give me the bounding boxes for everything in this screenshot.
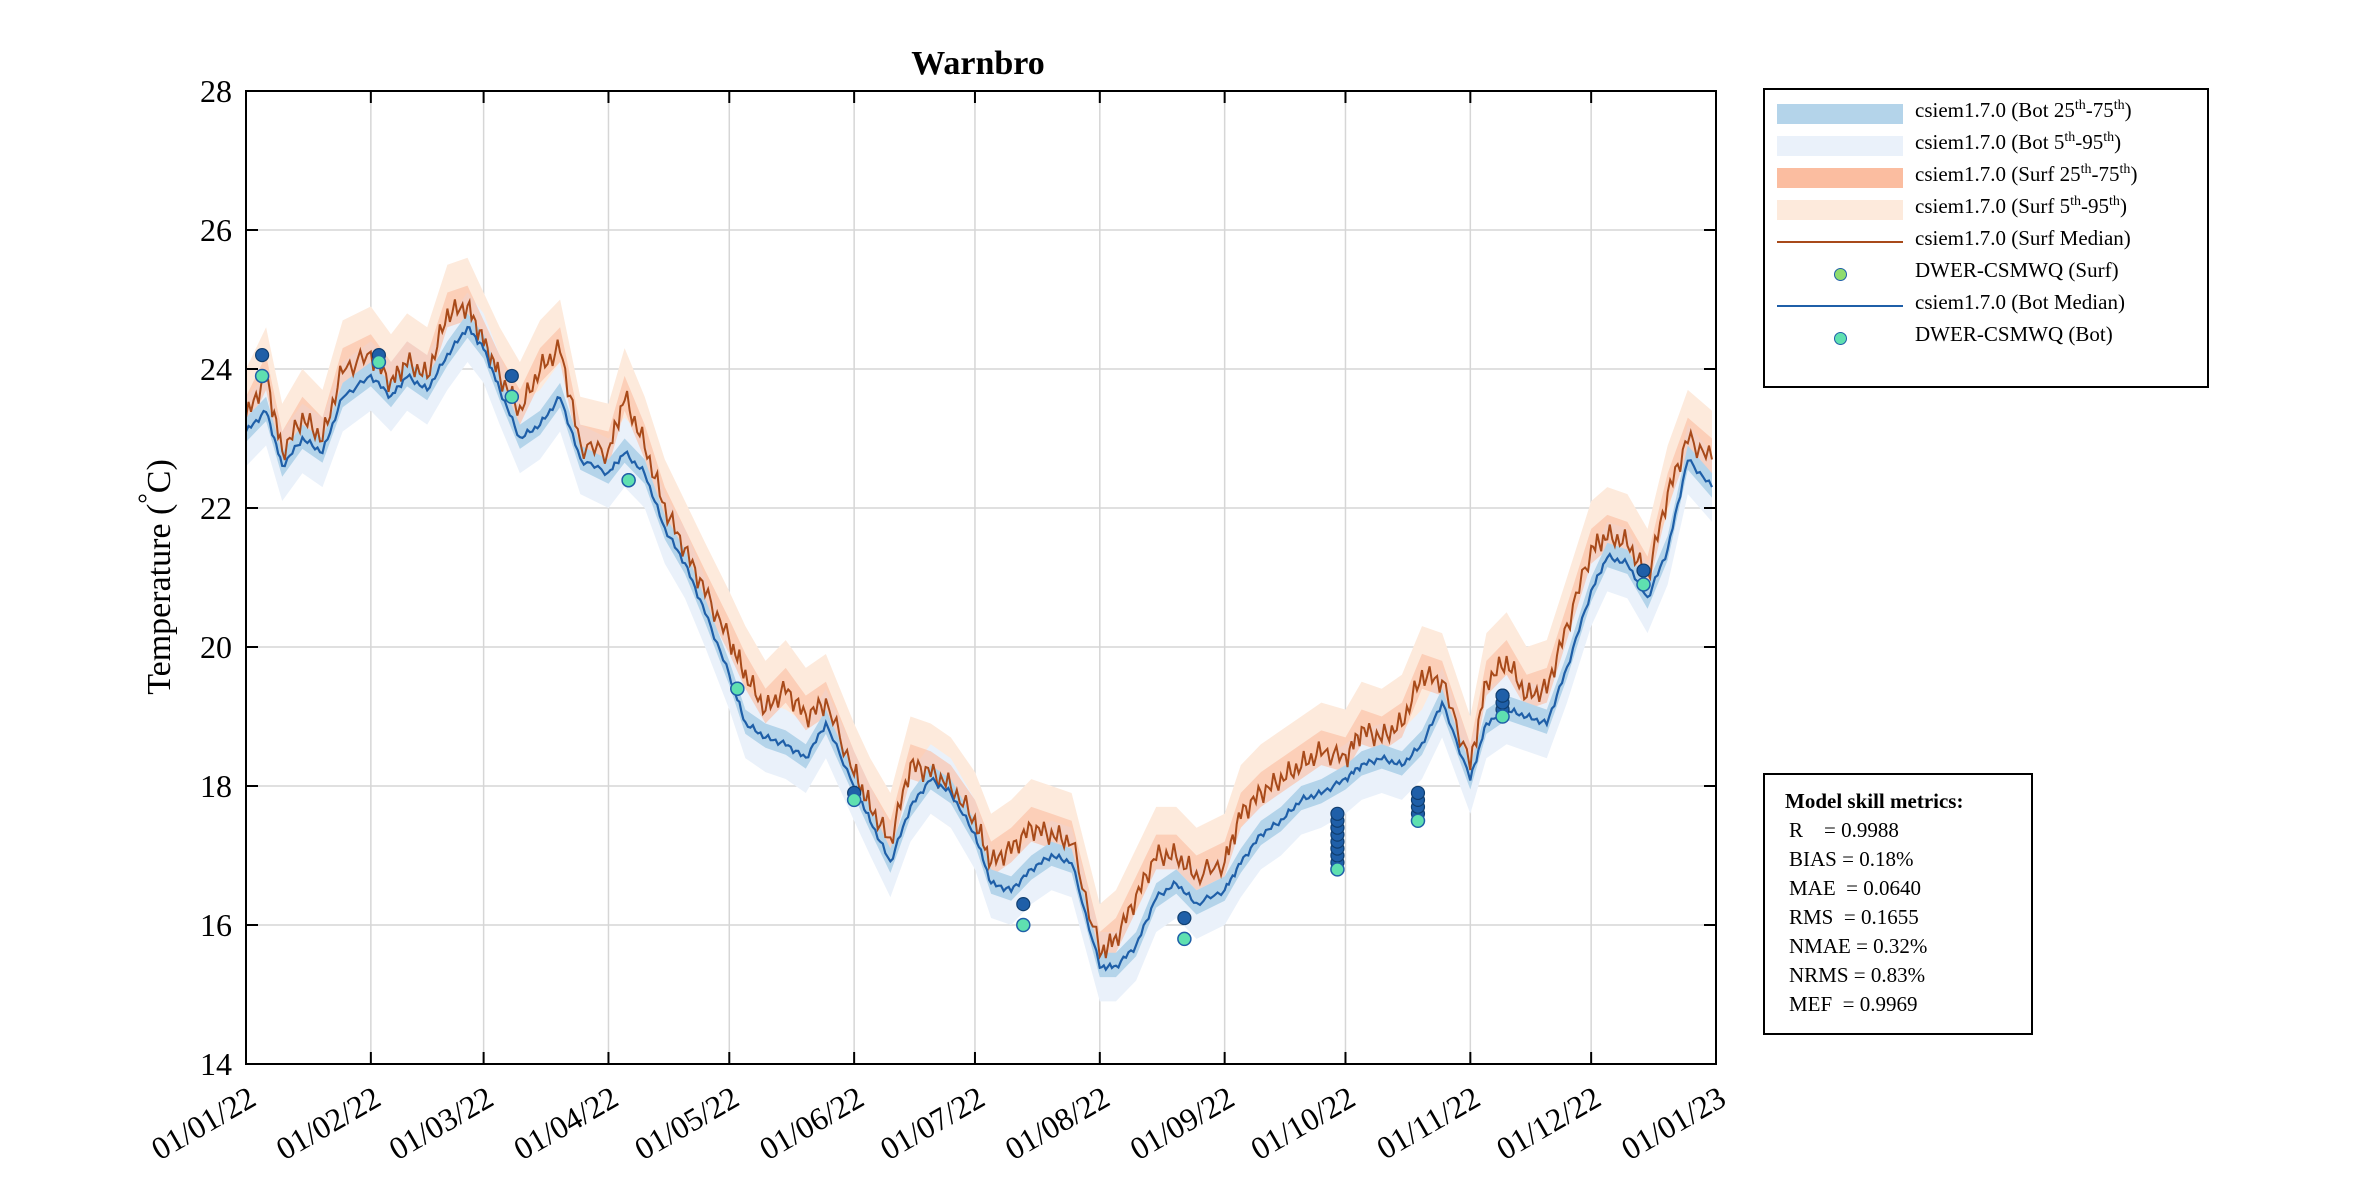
legend-symbol	[1777, 264, 1903, 284]
skill-metrics-box: Model skill metrics: R = 0.9988 BIAS = 0.…	[1763, 773, 2033, 1035]
metric-row: NRMS = 0.83%	[1789, 963, 1926, 987]
y-tick-label: 18	[200, 768, 232, 804]
obs-bot-point	[254, 368, 270, 384]
legend-symbol	[1777, 104, 1903, 124]
x-tick-label: 01/01/23	[1615, 1079, 1732, 1167]
x-tick-label: 01/06/22	[753, 1079, 870, 1167]
legend-label: csiem1.7.0 (Surf Median)	[1915, 226, 2131, 250]
obs-surf-point	[1016, 897, 1031, 912]
legend-label: csiem1.7.0 (Bot 25th-75th)	[1915, 98, 2132, 122]
legend-symbol	[1777, 328, 1903, 348]
legend-item: csiem1.7.0 (Bot 25th-75th)	[1765, 96, 2207, 128]
y-tick-label: 22	[200, 490, 232, 526]
x-tick-label: 01/10/22	[1244, 1079, 1361, 1167]
observation-markers	[254, 348, 1651, 947]
x-tick-label: 01/12/22	[1490, 1079, 1607, 1167]
legend-item: csiem1.7.0 (Surf Median)	[1765, 224, 2207, 256]
obs-bot-point	[621, 472, 636, 488]
obs-surf-point	[1410, 785, 1426, 801]
obs-surf-point	[1636, 563, 1651, 578]
metric-row: MEF = 0.9969	[1789, 992, 1918, 1016]
metric-row: R = 0.9988	[1789, 818, 1899, 842]
legend-item: DWER-CSMWQ (Surf)	[1765, 256, 2207, 288]
x-tick-label: 01/09/22	[1124, 1079, 1241, 1167]
legend-label: DWER-CSMWQ (Surf)	[1915, 258, 2119, 282]
obs-bot-point	[1330, 862, 1345, 877]
obs-bot-point	[846, 792, 862, 808]
obs-surf-point	[1330, 806, 1345, 821]
x-tick-label: 01/08/22	[999, 1079, 1116, 1167]
y-axis-ticks: 14 16 18 20 22 24 26 28	[200, 73, 1716, 1082]
legend-symbol	[1777, 200, 1903, 220]
y-tick-label: 26	[200, 212, 232, 248]
obs-bot-point	[1177, 931, 1192, 947]
bot-median-line	[244, 325, 1713, 972]
legend-symbol	[1777, 296, 1903, 316]
x-tick-label: 01/05/22	[628, 1079, 745, 1167]
legend-label: csiem1.7.0 (Surf 25th-75th)	[1915, 162, 2138, 186]
legend-item: csiem1.7.0 (Bot 5th-95th)	[1765, 128, 2207, 160]
y-tick-label: 28	[200, 73, 232, 109]
obs-bot-point	[1636, 577, 1651, 592]
metric-row: RMS = 0.1655	[1789, 905, 1919, 929]
y-tick-label: 14	[200, 1046, 232, 1082]
y-axis-label-text: Temperature (	[141, 504, 178, 695]
metrics-list: R = 0.9988 BIAS = 0.18% MAE = 0.0640 RMS = …	[1785, 816, 2031, 1019]
obs-bot-point	[1410, 813, 1426, 828]
legend-label: csiem1.7.0 (Bot Median)	[1915, 290, 2125, 314]
y-tick-label: 16	[200, 907, 232, 943]
legend-label: DWER-CSMWQ (Bot)	[1915, 322, 2113, 346]
legend: csiem1.7.0 (Bot 25th-75th) csiem1.7.0 (Bo…	[1763, 88, 2209, 388]
legend-item: csiem1.7.0 (Surf 25th-75th)	[1765, 160, 2207, 192]
x-tick-label: 01/11/22	[1370, 1079, 1486, 1166]
legend-symbol	[1777, 136, 1903, 156]
x-tick-label: 01/07/22	[874, 1079, 991, 1167]
obs-bot-point	[504, 389, 520, 405]
legend-item: csiem1.7.0 (Surf 5th-95th)	[1765, 192, 2207, 224]
legend-label: csiem1.7.0 (Bot 5th-95th)	[1915, 130, 2122, 154]
obs-surf-point	[255, 348, 270, 363]
grid-lines	[245, 90, 1717, 1065]
obs-surf-point	[1495, 688, 1510, 703]
legend-label: csiem1.7.0 (Surf 5th-95th)	[1915, 194, 2127, 218]
metric-row: NMAE = 0.32%	[1789, 934, 1928, 958]
y-tick-label: 20	[200, 629, 232, 665]
metric-row: BIAS = 0.18%	[1789, 847, 1914, 871]
legend-item: DWER-CSMWQ (Bot)	[1765, 320, 2207, 352]
y-tick-label: 24	[200, 351, 232, 387]
obs-bot-point	[1495, 709, 1510, 724]
legend-item: csiem1.7.0 (Bot Median)	[1765, 288, 2207, 320]
obs-bot-point	[371, 354, 387, 370]
x-tick-label: 01/04/22	[507, 1079, 624, 1167]
metric-row: MAE = 0.0640	[1789, 876, 1922, 900]
x-tick-label: 01/01/22	[145, 1079, 262, 1167]
metrics-title: Model skill metrics:	[1785, 789, 1964, 813]
legend-symbol	[1777, 168, 1903, 188]
obs-surf-point	[504, 368, 519, 384]
median-lines	[244, 297, 1713, 972]
x-tick-label: 01/03/22	[383, 1079, 500, 1167]
chart-title: Warnbro	[911, 45, 1045, 82]
y-axis-label-unit: C)	[141, 459, 178, 493]
obs-bot-point	[1016, 917, 1031, 933]
y-axis-label-degree: °	[133, 493, 162, 503]
x-tick-label: 01/02/22	[270, 1079, 387, 1167]
y-axis-label: Temperature (°C)	[133, 459, 178, 695]
obs-surf-point	[1177, 910, 1192, 926]
legend-symbol	[1777, 232, 1903, 252]
obs-bot-point	[730, 681, 745, 696]
bot-25-75-band	[246, 313, 1712, 978]
plot-frame	[245, 90, 1717, 1065]
